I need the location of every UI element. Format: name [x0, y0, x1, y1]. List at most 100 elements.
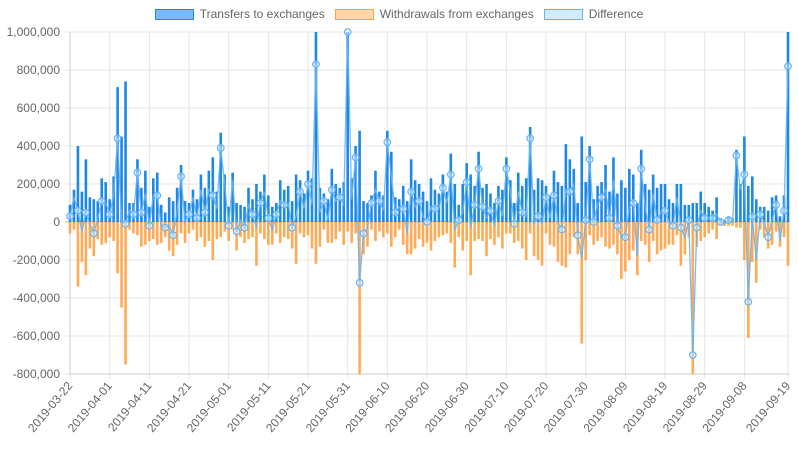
difference-point	[446, 170, 455, 179]
withdrawal-bar	[306, 222, 310, 236]
transfer-bar	[354, 146, 357, 222]
difference-point	[415, 197, 423, 206]
withdrawal-bar	[116, 222, 119, 274]
y-tick-label: 0	[53, 215, 60, 229]
withdrawal-bar	[596, 222, 599, 241]
legend-item-transfers[interactable]: Transfers to exchanges	[154, 7, 325, 21]
transfer-bar	[167, 197, 171, 222]
withdrawal-bar	[96, 222, 100, 240]
transfer-bar	[747, 185, 750, 222]
withdrawal-bar	[338, 222, 342, 232]
withdrawal-bar	[92, 222, 96, 257]
withdrawal-bar	[715, 222, 718, 240]
transfer-bar	[766, 210, 770, 222]
withdrawal-bar	[429, 222, 433, 251]
withdrawal-bar	[88, 222, 92, 249]
difference-point	[343, 28, 352, 36]
withdrawal-bar	[449, 222, 453, 243]
withdrawal-bar	[378, 222, 381, 232]
difference-point	[66, 212, 74, 221]
withdrawal-bar	[731, 222, 734, 226]
difference-point	[613, 221, 622, 230]
transfer-bar	[580, 136, 584, 222]
withdrawal-bar	[786, 222, 790, 266]
transfer-bar	[271, 206, 274, 222]
transfer-bar	[397, 199, 401, 222]
difference-point	[542, 193, 550, 202]
difference-point	[391, 208, 400, 217]
difference-point	[784, 62, 792, 71]
difference-point	[431, 204, 439, 213]
transfer-bar	[227, 206, 230, 222]
y-tick-label: 600,000	[17, 101, 61, 115]
difference-point	[748, 212, 757, 221]
transfer-bar	[679, 184, 683, 222]
withdrawal-bar	[675, 222, 679, 236]
withdrawal-bar	[195, 222, 199, 241]
withdrawal-bar	[671, 222, 675, 245]
difference-point	[780, 206, 788, 215]
withdrawal-bar	[600, 222, 603, 238]
withdrawal-bar	[758, 222, 762, 230]
y-tick-label: 800,000	[17, 63, 61, 77]
withdrawal-bar	[497, 222, 500, 238]
difference-point	[232, 227, 241, 236]
withdrawal-bar	[754, 222, 758, 283]
withdrawal-bar	[620, 222, 623, 279]
withdrawal-bar	[124, 222, 127, 365]
transfer-bar	[616, 193, 619, 222]
transfer-bar	[112, 176, 115, 222]
withdrawal-bar	[774, 222, 778, 232]
transfer-bar	[754, 199, 758, 222]
withdrawal-bar	[259, 222, 262, 234]
difference-point	[335, 193, 344, 202]
difference-point	[133, 168, 142, 177]
transfer-bar	[148, 206, 151, 222]
withdrawal-bar	[334, 222, 338, 240]
transfer-bar	[528, 127, 532, 222]
transfer-bar	[493, 203, 496, 222]
withdrawal-bar	[175, 222, 179, 245]
withdrawal-bar	[584, 222, 587, 260]
withdrawal-bar	[401, 222, 405, 245]
withdrawal-bar	[750, 222, 754, 262]
transfer-bar	[723, 220, 726, 222]
difference-point	[585, 155, 594, 164]
difference-point	[113, 134, 122, 143]
withdrawal-bar	[136, 222, 139, 236]
withdrawal-bar	[282, 222, 286, 238]
difference-point	[621, 233, 630, 242]
withdrawal-bar	[263, 222, 266, 240]
withdrawal-bar	[493, 222, 496, 245]
legend-label: Difference	[588, 7, 644, 21]
transfer-bar	[739, 184, 742, 222]
transfer-bar	[659, 184, 663, 222]
transfer-bar	[243, 206, 246, 222]
transfer-bar	[584, 182, 587, 222]
withdrawal-bar	[211, 222, 215, 260]
legend-item-withdrawals[interactable]: Withdrawals from exchanges	[334, 7, 534, 21]
withdrawal-bar	[370, 222, 373, 230]
difference-point	[200, 208, 209, 217]
legend-item-difference[interactable]: Difference	[543, 7, 644, 21]
withdrawal-bar	[167, 222, 171, 251]
difference-point	[97, 197, 106, 206]
withdrawal-bar	[322, 222, 326, 230]
withdrawal-bar	[354, 222, 357, 234]
withdrawal-bar	[643, 222, 647, 245]
difference-point	[700, 214, 709, 223]
transfer-bar	[374, 170, 377, 222]
difference-point	[724, 216, 733, 225]
difference-point	[692, 223, 701, 232]
difference-point	[605, 214, 614, 223]
transfer-bar	[116, 87, 119, 222]
transfer-bar	[461, 184, 465, 222]
transfer-bar	[88, 197, 92, 222]
difference-point	[129, 210, 138, 219]
transfer-bar	[445, 191, 449, 222]
withdrawal-bar	[413, 222, 417, 249]
transfer-bar	[703, 203, 706, 222]
difference-point	[264, 214, 273, 223]
difference-point	[684, 216, 693, 225]
withdrawal-bar	[612, 222, 615, 245]
